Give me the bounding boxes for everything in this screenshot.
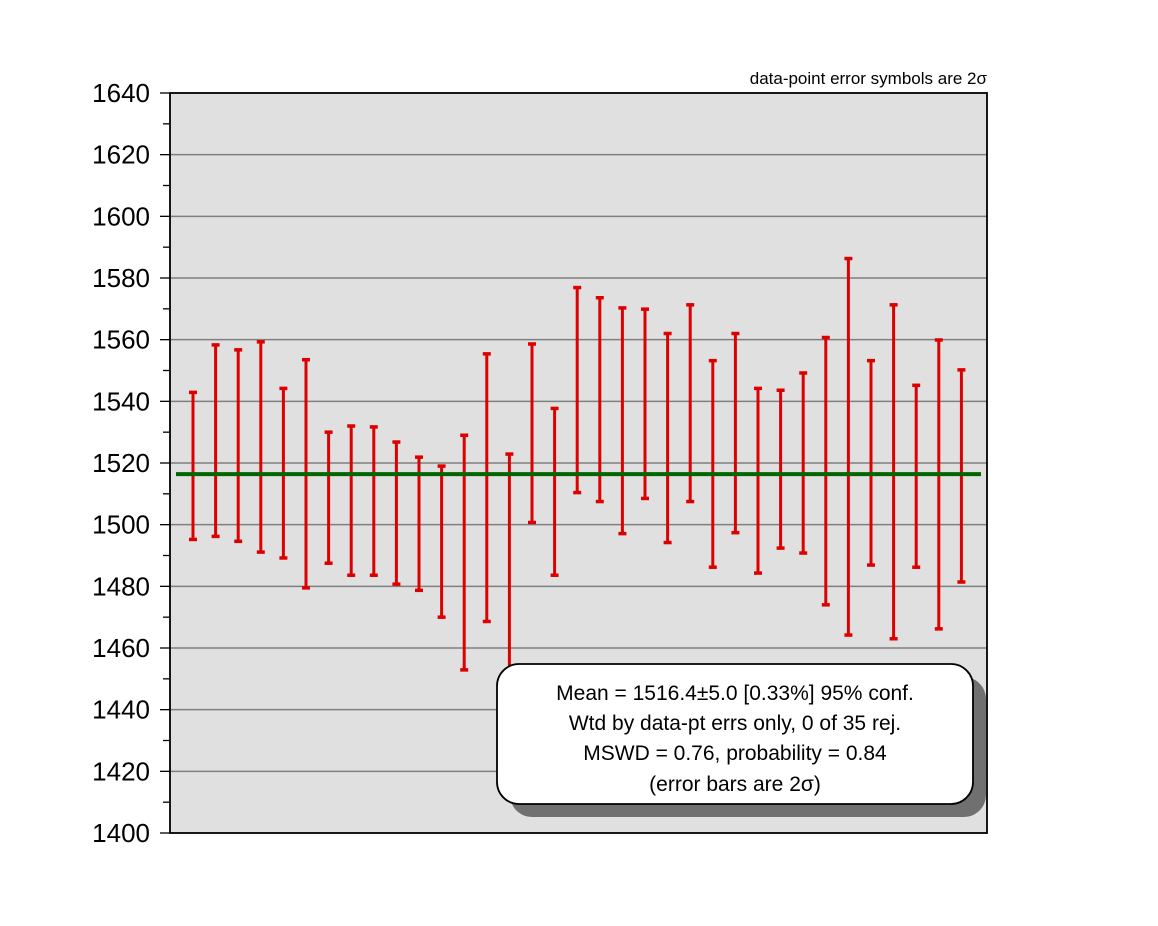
y-tick-label-1460: 1460 <box>92 633 150 663</box>
error-bars <box>189 256 966 678</box>
error-bar-28 <box>799 371 808 555</box>
stats-weighting-text: Wtd by data-pt errs only, 0 of 35 rej. <box>569 712 901 735</box>
error-bar-23 <box>686 303 695 504</box>
y-tick-label-1440: 1440 <box>92 695 150 725</box>
y-tick-label-1600: 1600 <box>92 201 150 231</box>
statistics-box-panel <box>496 663 974 805</box>
error-bar-9 <box>369 425 378 577</box>
stats-mean-text: Mean = 1516.4±5.0 [0.33%] 95% conf. <box>556 682 914 705</box>
error-bar-2 <box>211 343 220 539</box>
error-symbol-note: data-point error symbols are 2σ <box>750 69 988 88</box>
error-bar-22 <box>663 331 672 545</box>
error-bar-10 <box>392 440 401 586</box>
y-tick-label-1480: 1480 <box>92 571 150 601</box>
error-bar-30 <box>844 256 853 637</box>
y-tick-label-1620: 1620 <box>92 140 150 170</box>
error-bar-7 <box>324 430 333 565</box>
y-tick-label-1540: 1540 <box>92 386 150 416</box>
stats-mswd-text: MSWD = 0.76, probability = 0.84 <box>583 742 887 765</box>
error-bar-17 <box>550 406 559 577</box>
error-bar-26 <box>754 386 762 575</box>
error-bar-29 <box>821 335 830 607</box>
error-bar-32 <box>889 303 898 641</box>
statistics-box: Mean = 1516.4±5.0 [0.33%] 95% conf. Wtd … <box>496 663 986 817</box>
y-tick-label-1560: 1560 <box>92 325 150 355</box>
y-tick-label-1500: 1500 <box>92 510 150 540</box>
error-bar-19 <box>595 295 604 504</box>
error-bar-24 <box>708 358 717 569</box>
error-bar-4 <box>256 340 265 554</box>
error-bar-31 <box>867 358 875 567</box>
error-bar-27 <box>776 388 785 550</box>
error-bar-20 <box>618 306 627 536</box>
error-bar-21 <box>641 307 649 501</box>
stats-errorbar-text: (error bars are 2σ) <box>649 773 821 796</box>
error-bar-34 <box>934 338 943 631</box>
error-bar-16 <box>528 342 536 525</box>
y-tick-label-1580: 1580 <box>92 263 150 293</box>
error-bar-12 <box>437 464 446 619</box>
error-bar-8 <box>347 424 356 577</box>
error-bar-18 <box>573 285 582 495</box>
y-tick-label-1640: 1640 <box>92 78 150 108</box>
error-bar-3 <box>234 348 243 544</box>
y-axis-tick-labels: 1400 1420 1440 1460 1480 1500 1520 1540 1560 1580… <box>92 78 150 848</box>
error-bar-11 <box>415 455 423 593</box>
error-bar-1 <box>189 390 197 542</box>
plot-area-frame <box>169 92 988 834</box>
error-bar-14 <box>482 352 491 624</box>
y-axis-ticks <box>160 92 170 834</box>
y-tick-label-1400: 1400 <box>92 818 150 848</box>
error-bar-25 <box>731 331 740 535</box>
y-tick-label-1420: 1420 <box>92 756 150 786</box>
error-bar-33 <box>912 383 921 569</box>
y-tick-label-1520: 1520 <box>92 448 150 478</box>
